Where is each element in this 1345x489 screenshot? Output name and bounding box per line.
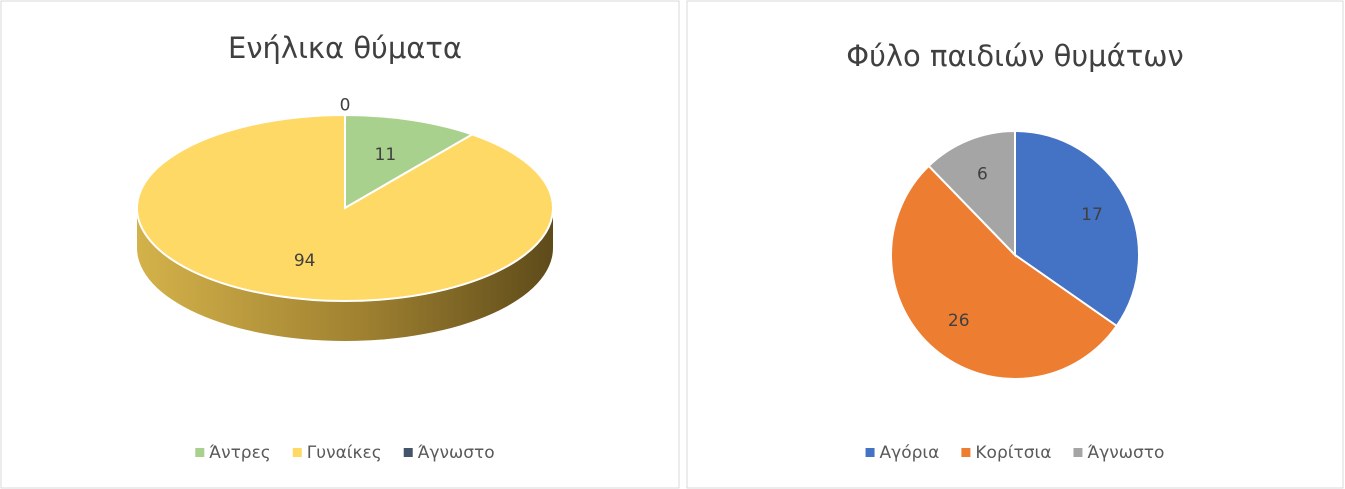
legend-label: Άγνωστο [1087,443,1164,463]
pie-slice [136,113,554,302]
pie-slice [890,164,1119,381]
data-label: 94 [294,251,316,271]
legend-label: Γυναίκες [307,443,382,463]
data-label: 17 [1081,205,1103,225]
chart-title: Ενήλικα θύματα [228,31,462,65]
pie-slice [1014,129,1140,328]
legend-label: Κορίτσια [975,443,1051,463]
legend-swatch [865,448,875,457]
legend-label: Άγνωστο [418,443,495,463]
legend-label: Αγόρια [880,443,940,463]
data-label: 0 [340,96,351,116]
pie-side [137,208,553,341]
legend-swatch [961,448,971,457]
data-label: 6 [977,165,988,185]
data-label: 26 [948,311,970,331]
legend-label: Άντρες [209,443,270,463]
legend-swatch [195,448,205,457]
chart-title: Φύλο παιδιών θυμάτων [846,39,1183,73]
data-label: 11 [375,145,397,165]
legend-swatch [403,448,413,457]
pie-slice [344,113,475,210]
legend-swatch [1073,448,1083,457]
legend-swatch [292,448,302,457]
pie-slice [927,129,1016,258]
